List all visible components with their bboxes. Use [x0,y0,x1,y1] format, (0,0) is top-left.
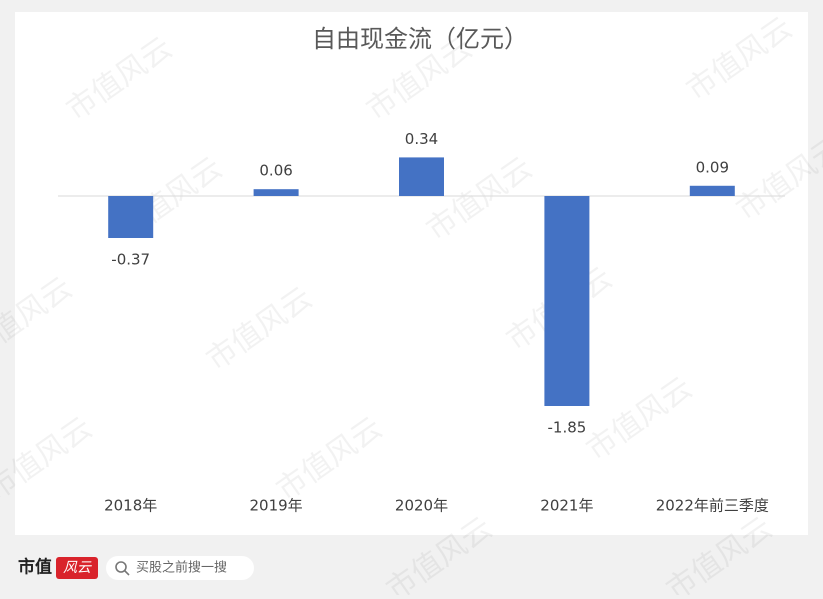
data-label: 0.34 [405,130,438,148]
x-tick-label: 2020年 [395,497,448,515]
x-tick-label: 2021年 [540,497,593,515]
data-label: 0.06 [259,162,292,180]
x-tick-label: 2018年 [104,497,157,515]
data-label: 0.09 [696,158,729,176]
bar [108,196,154,238]
footer-badge-bg [56,557,98,579]
x-tick-label: 2019年 [250,497,303,515]
chart-title: 自由现金流（亿元） [312,25,528,53]
bar [253,189,299,196]
data-label: -1.85 [547,419,586,437]
footer-badge: 风云 [63,560,92,576]
search-icon [115,561,127,573]
bar [544,196,590,406]
bar [399,157,444,196]
search-text[interactable]: 买股之前搜一搜 [136,560,227,576]
data-label: -0.37 [111,251,150,269]
plot: -0.37 2018年 0.06 2019年 0.34 2020年 -1.85 2021年 0.… [104,130,769,515]
footer-brand: 市值 [18,557,52,578]
bar [689,185,735,196]
x-tick-label: 2022年前三季度 [656,497,769,515]
chart-area [15,12,808,535]
search-box[interactable] [106,556,254,580]
search-icon-handle [124,570,130,576]
